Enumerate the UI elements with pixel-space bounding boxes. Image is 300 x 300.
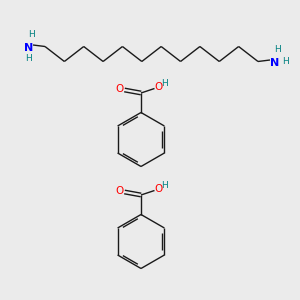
Text: O: O	[154, 184, 162, 194]
Text: O: O	[154, 82, 162, 92]
Text: H: H	[25, 54, 32, 63]
Text: H: H	[274, 45, 281, 54]
Text: N: N	[270, 58, 279, 68]
Text: H: H	[28, 30, 35, 39]
Text: O: O	[116, 185, 124, 196]
Text: H: H	[161, 79, 168, 88]
Text: H: H	[282, 57, 288, 66]
Text: N: N	[24, 43, 33, 53]
Text: H: H	[161, 181, 168, 190]
Text: O: O	[116, 83, 124, 94]
